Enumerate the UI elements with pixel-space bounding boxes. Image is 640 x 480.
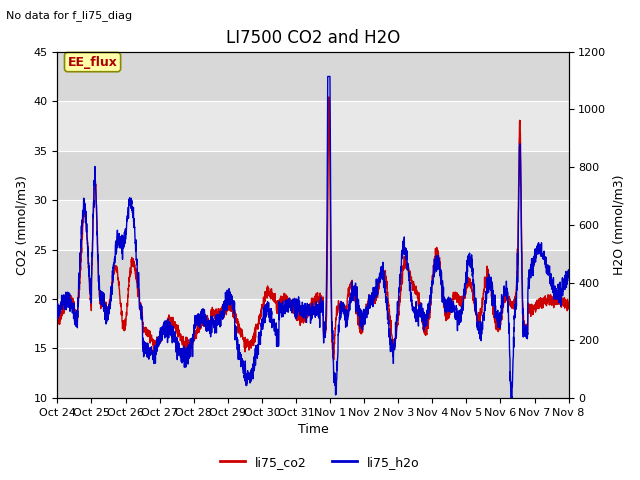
Bar — [58, 200, 568, 250]
Bar — [58, 348, 568, 398]
Bar — [58, 101, 568, 151]
Text: EE_flux: EE_flux — [68, 56, 118, 69]
Text: No data for f_li75_diag: No data for f_li75_diag — [6, 10, 132, 21]
Bar — [58, 299, 568, 348]
Y-axis label: H2O (mmol/m3): H2O (mmol/m3) — [612, 175, 625, 275]
Legend: li75_co2, li75_h2o: li75_co2, li75_h2o — [215, 451, 425, 474]
Y-axis label: CO2 (mmol/m3): CO2 (mmol/m3) — [15, 175, 28, 275]
Bar — [58, 52, 568, 101]
X-axis label: Time: Time — [298, 423, 328, 436]
Bar — [58, 250, 568, 299]
Title: LI7500 CO2 and H2O: LI7500 CO2 and H2O — [226, 29, 400, 48]
Bar — [58, 151, 568, 200]
